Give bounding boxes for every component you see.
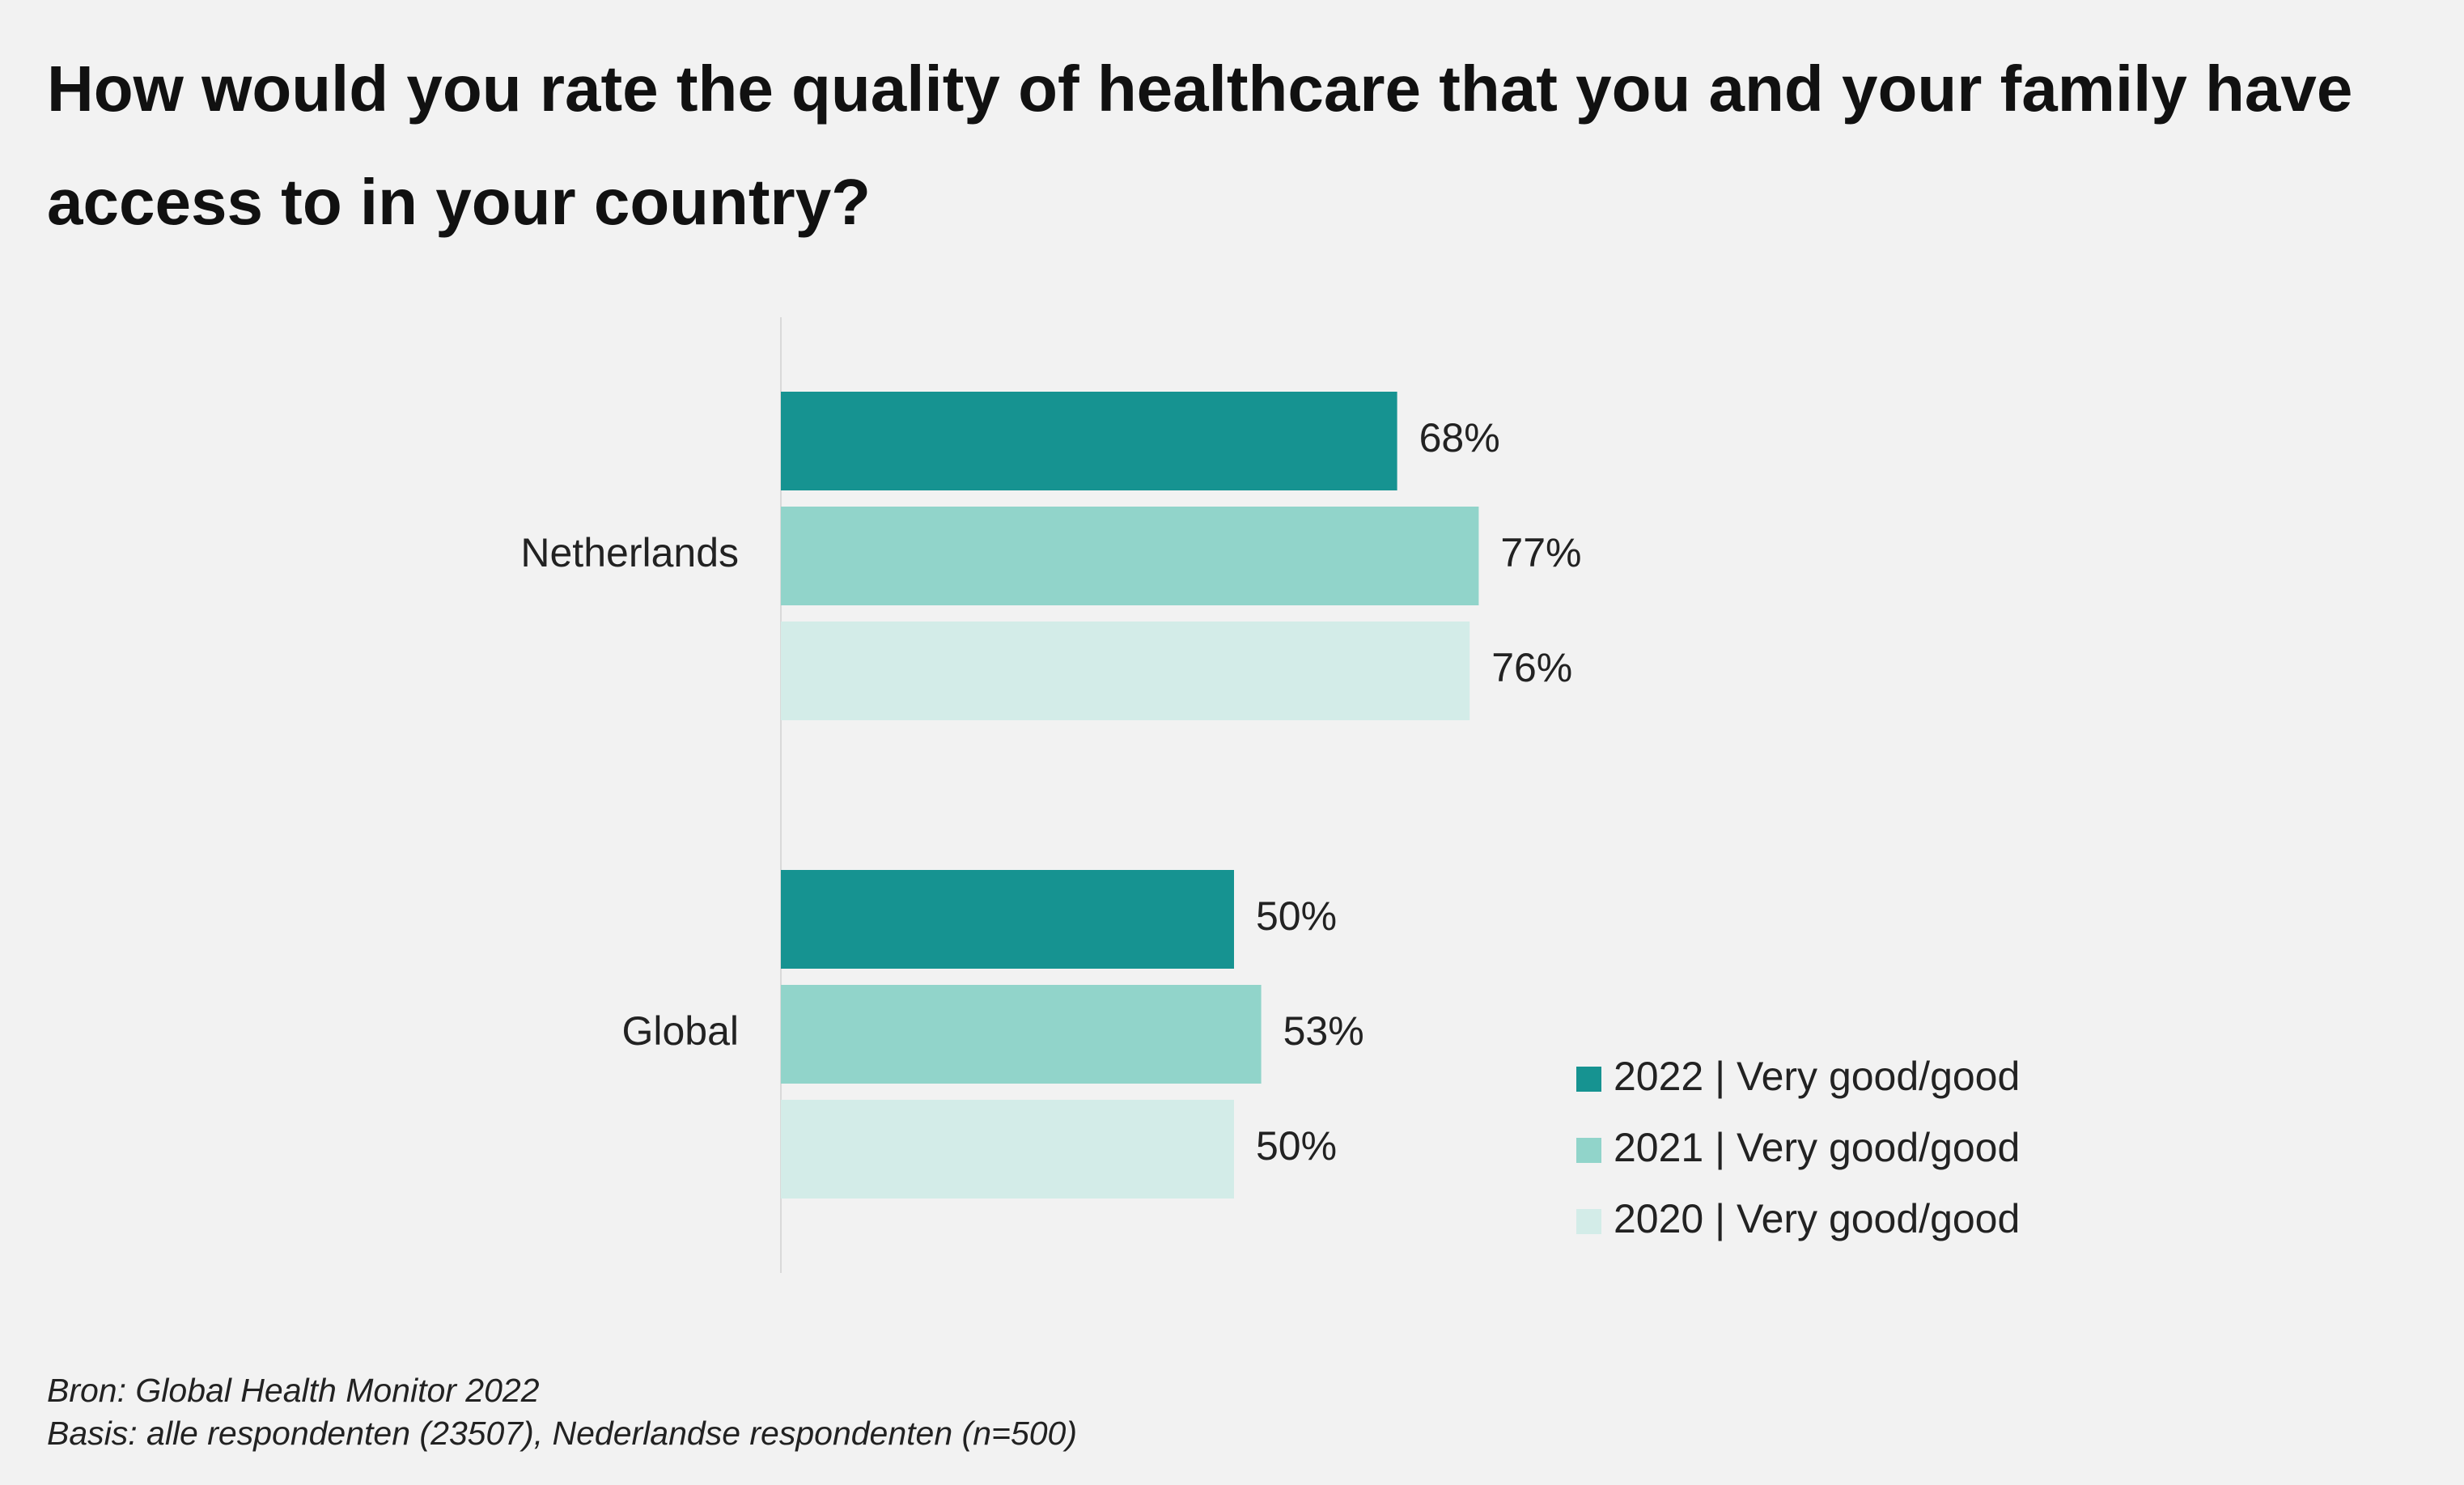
value-label: 50% <box>1256 1123 1337 1169</box>
legend-label: 2020 | Very good/good <box>1614 1196 2020 1241</box>
bar <box>781 392 1397 490</box>
bar <box>781 1100 1234 1199</box>
chart-title: How would you rate the quality of health… <box>47 53 2353 238</box>
value-label: 68% <box>1419 415 1500 460</box>
bar <box>781 870 1234 969</box>
legend-label: 2022 | Very good/good <box>1614 1054 2020 1099</box>
value-label: 77% <box>1500 530 1581 575</box>
legend-swatch <box>1576 1138 1601 1163</box>
category-label: Netherlands <box>520 530 739 575</box>
value-label: 76% <box>1491 645 1572 690</box>
footnote: Bron: Global Health Monitor 2022 <box>47 1372 540 1409</box>
legend-swatch <box>1576 1067 1601 1092</box>
bar <box>781 985 1262 1084</box>
value-label: 53% <box>1283 1008 1364 1054</box>
bar <box>781 507 1479 605</box>
legend-label: 2021 | Very good/good <box>1614 1125 2020 1170</box>
footnote: Basis: alle respondenten (23507), Nederl… <box>47 1415 1078 1452</box>
legend-swatch <box>1576 1209 1601 1234</box>
category-label: Global <box>621 1008 739 1054</box>
bar <box>781 622 1470 720</box>
value-label: 50% <box>1256 893 1337 939</box>
